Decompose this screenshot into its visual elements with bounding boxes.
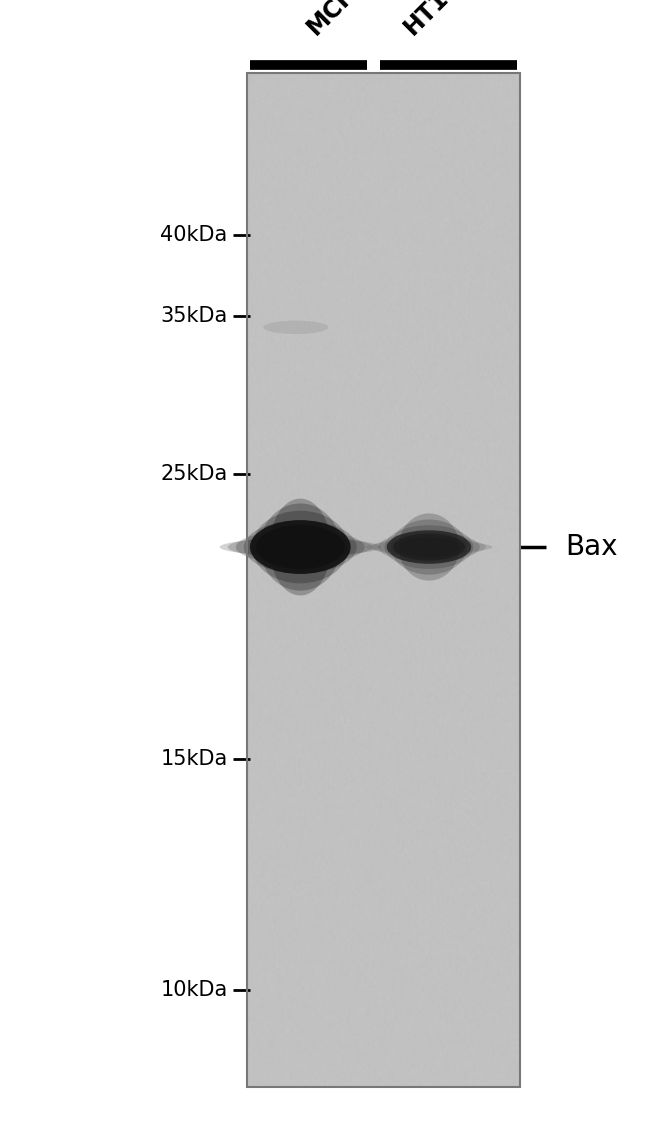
Text: 25kDa: 25kDa [161, 464, 228, 484]
Ellipse shape [260, 503, 341, 591]
Ellipse shape [398, 513, 460, 581]
Ellipse shape [252, 511, 348, 583]
Ellipse shape [263, 321, 328, 334]
Ellipse shape [372, 538, 486, 556]
Ellipse shape [236, 530, 365, 564]
Text: 15kDa: 15kDa [161, 749, 228, 769]
Ellipse shape [399, 537, 459, 557]
Text: Bax: Bax [566, 534, 618, 560]
Ellipse shape [220, 538, 381, 556]
Bar [247, 73, 520, 1087]
Text: MCF7: MCF7 [302, 0, 371, 39]
Ellipse shape [365, 541, 493, 553]
Ellipse shape [270, 499, 331, 595]
Ellipse shape [250, 520, 351, 574]
Ellipse shape [387, 530, 471, 564]
Ellipse shape [256, 525, 344, 569]
Ellipse shape [391, 519, 467, 575]
Text: HT1080: HT1080 [400, 0, 489, 39]
Ellipse shape [244, 520, 357, 574]
Ellipse shape [393, 534, 465, 560]
Ellipse shape [378, 531, 480, 563]
Text: 10kDa: 10kDa [161, 980, 228, 1000]
Ellipse shape [263, 529, 338, 565]
Ellipse shape [227, 536, 373, 558]
Ellipse shape [385, 525, 473, 569]
Text: 35kDa: 35kDa [161, 306, 228, 326]
Text: 40kDa: 40kDa [161, 225, 228, 245]
